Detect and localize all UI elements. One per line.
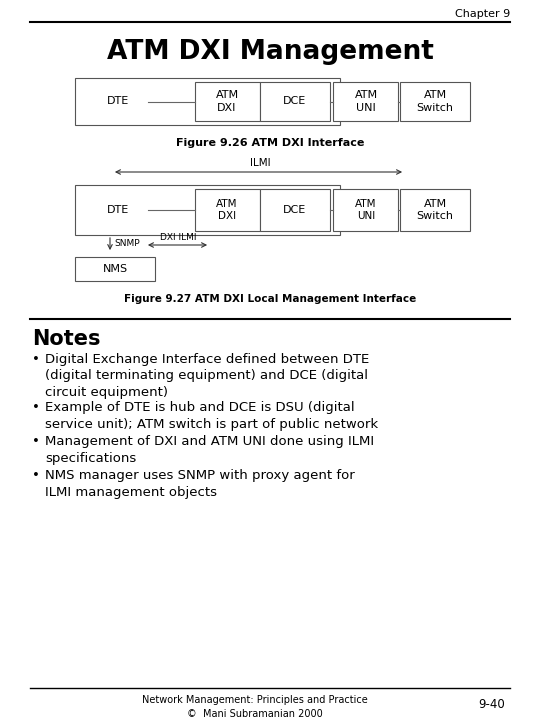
- Text: Figure 9.27 ATM DXI Local Management Interface: Figure 9.27 ATM DXI Local Management Int…: [124, 294, 416, 304]
- Text: ATM
UNI: ATM UNI: [354, 90, 377, 113]
- Bar: [333, 189, 398, 231]
- Bar: [75, 185, 340, 235]
- Text: SNMP: SNMP: [114, 240, 140, 248]
- Bar: [333, 82, 398, 121]
- Text: Management of DXI and ATM UNI done using ILMI
specifications: Management of DXI and ATM UNI done using…: [45, 436, 374, 465]
- Bar: [75, 78, 340, 125]
- Text: ILMI: ILMI: [249, 158, 271, 168]
- Bar: [75, 257, 155, 281]
- Text: Figure 9.26 ATM DXI Interface: Figure 9.26 ATM DXI Interface: [176, 138, 364, 148]
- Text: DTE: DTE: [107, 205, 129, 215]
- Text: DXI ILMI: DXI ILMI: [160, 233, 196, 242]
- Text: ATM
Switch: ATM Switch: [416, 199, 454, 221]
- Text: ATM
DXI: ATM DXI: [215, 90, 239, 113]
- Text: •: •: [32, 353, 40, 366]
- Text: Digital Exchange Interface defined between DTE
(digital terminating equipment) a: Digital Exchange Interface defined betwe…: [45, 353, 369, 399]
- Text: DTE: DTE: [107, 96, 129, 107]
- Text: Chapter 9: Chapter 9: [455, 9, 510, 19]
- Text: ATM
DXI: ATM DXI: [216, 199, 238, 221]
- Text: Example of DTE is hub and DCE is DSU (digital
service unit); ATM switch is part : Example of DTE is hub and DCE is DSU (di…: [45, 402, 378, 431]
- Bar: [400, 189, 470, 231]
- Bar: [260, 82, 330, 121]
- Text: NMS: NMS: [103, 264, 127, 274]
- Text: ATM
UNI: ATM UNI: [355, 199, 377, 221]
- Text: •: •: [32, 402, 40, 415]
- Text: •: •: [32, 469, 40, 482]
- Bar: [400, 82, 470, 121]
- Text: ATM
Switch: ATM Switch: [416, 90, 454, 113]
- Text: •: •: [32, 436, 40, 449]
- Text: DCE: DCE: [284, 96, 307, 107]
- Text: NMS manager uses SNMP with proxy agent for
ILMI management objects: NMS manager uses SNMP with proxy agent f…: [45, 469, 355, 499]
- Bar: [260, 189, 330, 231]
- Text: 9-40: 9-40: [478, 698, 505, 711]
- Text: DCE: DCE: [284, 205, 307, 215]
- Text: ATM DXI Management: ATM DXI Management: [106, 39, 434, 65]
- Text: Network Management: Principles and Practice
©  Mani Subramanian 2000: Network Management: Principles and Pract…: [142, 695, 368, 719]
- Bar: [195, 82, 260, 121]
- Bar: [195, 189, 260, 231]
- Text: Notes: Notes: [32, 329, 100, 349]
